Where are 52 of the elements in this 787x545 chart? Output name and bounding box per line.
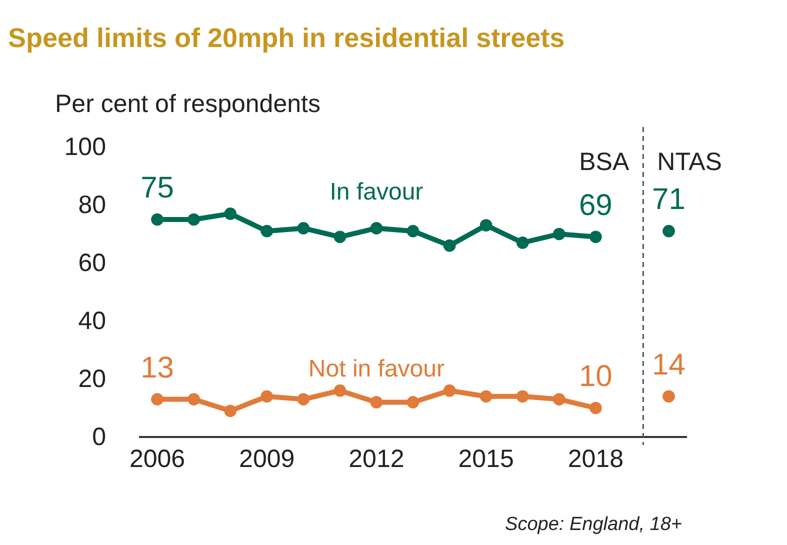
x-tick-label: 2006 (129, 444, 186, 473)
point (552, 228, 566, 240)
point (188, 213, 200, 226)
y-tick-label: 80 (78, 191, 106, 219)
series-label: Not in favour (308, 356, 445, 383)
x-tick-label: 2015 (458, 444, 514, 473)
point (443, 384, 456, 397)
point (151, 213, 164, 226)
point (552, 393, 566, 406)
point (516, 236, 529, 249)
data-label: 14 (652, 348, 686, 382)
point (370, 222, 383, 234)
point (297, 222, 310, 234)
chart-title: Speed limits of 20mph in residential streets (8, 23, 565, 53)
x-tick-label: 2018 (568, 444, 624, 473)
point (334, 230, 346, 244)
point (297, 393, 310, 406)
point (443, 239, 456, 252)
annotation: NTAS (657, 148, 722, 176)
data-label: 75 (140, 172, 174, 204)
point (151, 393, 164, 406)
point (516, 390, 529, 403)
x-tick-label: 2012 (348, 444, 404, 473)
point (406, 396, 420, 408)
point (188, 393, 200, 406)
data-label: 71 (652, 183, 686, 216)
point (224, 404, 237, 418)
point (260, 224, 274, 238)
text: Scope: England, 18+ (505, 514, 682, 535)
point (370, 396, 383, 408)
data-label: 13 (140, 351, 174, 384)
point (334, 384, 346, 397)
point (480, 219, 492, 232)
point (406, 224, 420, 238)
y-tick-label: 40 (78, 307, 106, 335)
data-label: 69 (578, 188, 612, 222)
point (662, 390, 675, 403)
y-tick-label: 100 (64, 133, 106, 161)
point (589, 402, 602, 414)
annotation: BSA (579, 148, 630, 176)
x-tick-label: 2009 (239, 444, 295, 473)
data-label: 10 (578, 360, 612, 393)
point (480, 390, 492, 403)
y-tick-label: 0 (92, 423, 106, 451)
y-tick-label: 60 (78, 249, 106, 277)
y-axis-title: Per cent of respondents (55, 90, 320, 118)
point (662, 224, 675, 238)
point (260, 390, 274, 403)
point (589, 230, 602, 244)
point (224, 208, 237, 220)
series-label: In favour (330, 178, 424, 206)
y-tick-label: 20 (78, 365, 106, 393)
